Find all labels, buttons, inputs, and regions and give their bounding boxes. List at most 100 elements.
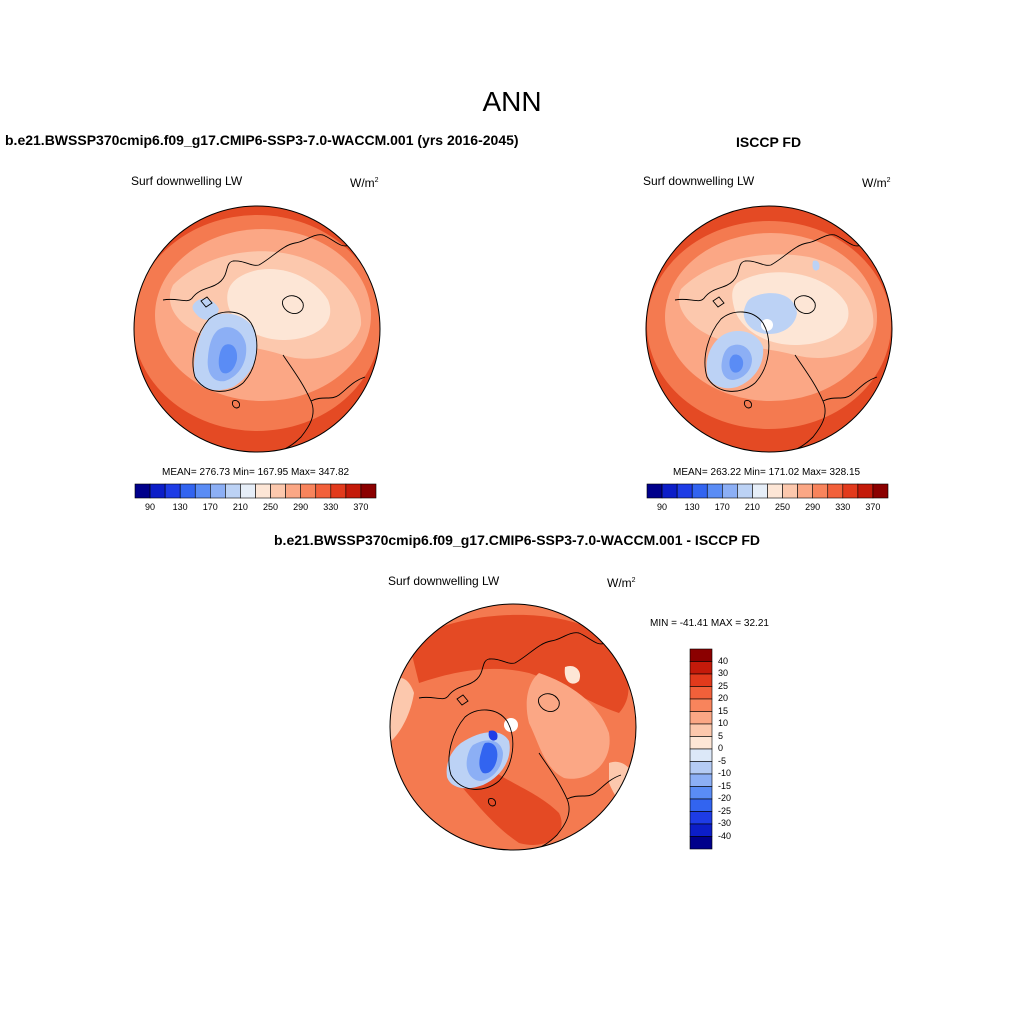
colorbar-swatch xyxy=(149,483,166,499)
colorbar-swatch xyxy=(315,483,332,499)
colorbar-swatch xyxy=(676,483,693,499)
colorbar-swatch xyxy=(797,483,813,499)
model-coastlines xyxy=(162,234,366,452)
colorbar-swatch xyxy=(689,673,713,687)
colorbar-tick-label: 5 xyxy=(718,730,724,741)
model-map-border xyxy=(133,205,381,453)
figure-title: ANN xyxy=(482,86,542,117)
colorbar-swatch xyxy=(842,483,859,499)
colorbar-tick-label: -10 xyxy=(718,768,732,778)
archipelago-ice xyxy=(192,298,219,320)
colorbar-swatch xyxy=(285,483,301,499)
colorbar-swatch xyxy=(706,483,723,499)
colorbar-swatch xyxy=(255,483,271,499)
colorbar-tick-label: 250 xyxy=(775,502,791,512)
colorbar-tick-label: 90 xyxy=(145,502,156,512)
colorbar-swatch xyxy=(689,711,713,725)
colorbar-swatch xyxy=(345,483,362,499)
colorbar-swatch xyxy=(767,483,783,499)
colorbar-swatch xyxy=(689,811,713,825)
model-colorbar xyxy=(134,483,377,499)
model-polar-map xyxy=(133,205,381,453)
obs-colorbar-ticks: 90 130 170 210 250 290 330 370 xyxy=(647,502,888,514)
colorbar-tick-label: 170 xyxy=(202,502,218,512)
diff-panel-title: b.e21.BWSSP370cmip6.f09_g17.CMIP6-SSP3-7… xyxy=(274,532,761,548)
colorbar-swatch xyxy=(330,483,347,499)
colorbar-swatch xyxy=(225,483,241,499)
obs-variable-label: Surf downwelling LW xyxy=(643,174,755,188)
colorbar-tick-label: 370 xyxy=(865,502,881,512)
colorbar-swatch xyxy=(689,736,713,750)
colorbar-tick-label: 250 xyxy=(263,502,279,512)
colorbar-swatch xyxy=(689,773,713,787)
colorbar-tick-label: 370 xyxy=(353,502,369,512)
diff-stats: MIN = -41.41 MAX = 32.21 xyxy=(650,618,769,629)
map-field-arctic xyxy=(227,269,331,340)
colorbar-tick-label: 40 xyxy=(718,655,729,666)
colorbar-swatch xyxy=(661,483,678,499)
colorbar-tick-label: 130 xyxy=(684,502,700,512)
colorbar-swatch xyxy=(689,723,713,737)
colorbar-swatch xyxy=(689,648,713,662)
arctic-ice-patch xyxy=(743,293,797,335)
diff-field-hot-south xyxy=(449,768,562,845)
colorbar-swatch xyxy=(857,483,874,499)
colorbar-tick-label: -5 xyxy=(718,755,727,766)
obs-panel-title: ISCCP FD xyxy=(736,134,802,150)
colorbar-swatch xyxy=(300,483,317,499)
colorbar-swatch xyxy=(737,483,753,499)
colorbar-swatch xyxy=(689,836,713,850)
diff-map-border xyxy=(389,603,637,851)
diff-field-hot xyxy=(409,614,629,713)
greenland-ice-core xyxy=(218,344,238,374)
colorbar-tick-label: 210 xyxy=(744,502,760,512)
colorbar-swatch xyxy=(691,483,708,499)
model-colorbar-ticks: 90 130 170 210 250 290 330 370 xyxy=(135,502,376,514)
colorbar-swatch xyxy=(689,698,713,712)
diff-polar-map xyxy=(389,603,637,851)
obs-colorbar xyxy=(646,483,889,499)
colorbar-tick-label: 15 xyxy=(718,705,729,716)
colorbar-tick-label: 290 xyxy=(805,502,821,512)
colorbar-swatch xyxy=(689,786,713,800)
colorbar-swatch xyxy=(179,483,196,499)
colorbar-tick-label: 290 xyxy=(293,502,309,512)
model-panel-title: b.e21.BWSSP370cmip6.f09_g17.CMIP6-SSP3-7… xyxy=(5,132,519,148)
colorbar-tick-label: 10 xyxy=(718,718,729,728)
colorbar-tick-label: -25 xyxy=(718,805,732,816)
colorbar-swatch xyxy=(270,483,286,499)
colorbar-tick-label: 90 xyxy=(657,502,668,512)
diff-field-arctic xyxy=(564,665,581,684)
colorbar-tick-label: -30 xyxy=(718,818,732,828)
colorbar-swatch xyxy=(646,483,663,499)
colorbar-tick-label: 330 xyxy=(323,502,339,512)
colorbar-swatch xyxy=(689,686,713,700)
colorbar-swatch xyxy=(210,483,226,499)
colorbar-swatch xyxy=(872,483,889,499)
model-stats: MEAN= 276.73 Min= 167.95 Max= 347.82 xyxy=(162,467,350,478)
colorbar-swatch xyxy=(827,483,844,499)
siberia-ice-dot xyxy=(812,260,820,271)
colorbar-swatch xyxy=(782,483,798,499)
colorbar-swatch xyxy=(689,798,713,812)
greenland-diff-north xyxy=(488,730,498,741)
colorbar-tick-label: 20 xyxy=(718,693,729,703)
colorbar-swatch xyxy=(194,483,211,499)
diff-colorbar-ticks: 40 30 25 20 15 10 5 0 -5 -10 -15 -20 -25 -30 -40 xyxy=(718,649,758,849)
colorbar-swatch xyxy=(689,823,713,837)
colorbar-tick-label: 25 xyxy=(718,680,729,691)
colorbar-swatch xyxy=(812,483,829,499)
colorbar-tick-label: 170 xyxy=(714,502,730,512)
diff-colorbar xyxy=(689,648,713,850)
colorbar-tick-label: 330 xyxy=(835,502,851,512)
colorbar-swatch xyxy=(722,483,738,499)
colorbar-tick-label: 0 xyxy=(718,743,724,753)
model-variable-label: Surf downwelling LW xyxy=(131,174,243,188)
colorbar-swatch xyxy=(164,483,181,499)
diff-coastlines xyxy=(418,632,622,850)
colorbar-swatch xyxy=(689,661,713,675)
obs-units-label: W/m2 xyxy=(862,176,891,190)
obs-coastlines xyxy=(674,234,878,452)
pole-hole xyxy=(761,319,773,331)
obs-stats: MEAN= 263.22 Min= 171.02 Max= 328.15 xyxy=(673,467,861,478)
